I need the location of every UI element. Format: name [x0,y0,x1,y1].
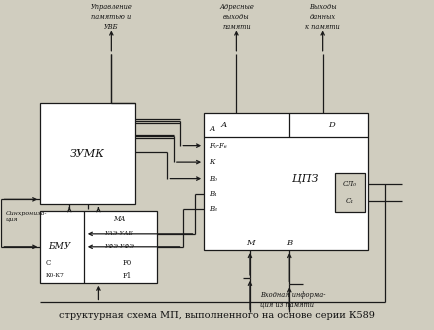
Text: Управление
памятью и
УВБ: Управление памятью и УВБ [90,3,132,31]
Text: В₃: В₃ [209,205,217,213]
Text: М: М [246,240,254,248]
Text: СЛ₀: СЛ₀ [343,180,357,188]
Text: К: К [209,158,214,166]
Text: УФЭ-УФЭ: УФЭ-УФЭ [104,244,135,249]
Text: Выходы
данных
к памяти: Выходы данных к памяти [305,3,340,31]
Text: А: А [209,125,214,133]
Text: УАЭ-УАБ: УАЭ-УАБ [105,231,134,236]
Text: А: А [220,121,227,129]
Text: ЦПЗ: ЦПЗ [293,174,319,183]
Text: D: D [329,121,335,129]
Text: F1: F1 [123,272,132,280]
Bar [40,211,157,283]
Text: структурная схема МП, выполненного на основе серии К589: структурная схема МП, выполненного на ос… [59,312,375,320]
Text: В₀: В₀ [209,175,217,182]
Text: С₁: С₁ [346,197,354,205]
Text: БМУ: БМУ [48,242,70,251]
Text: С: С [46,259,51,267]
Text: Синхрониза-
ция: Синхрониза- ция [6,211,47,222]
Text: В: В [286,240,293,248]
Text: F0: F0 [123,259,132,267]
Text: К0-К7: К0-К7 [46,273,64,278]
Bar [204,113,368,250]
Text: F₀-F₆: F₀-F₆ [209,142,227,149]
Text: Входная информа-
ция из памяти: Входная информа- ция из памяти [260,291,326,309]
Text: МА: МА [113,215,125,223]
Text: Адресные
выходы
памяти: Адресные выходы памяти [219,3,254,31]
Bar [335,173,365,212]
Text: В₁: В₁ [209,190,217,198]
Text: ЗУМК: ЗУМК [70,148,105,158]
Bar [40,103,135,204]
